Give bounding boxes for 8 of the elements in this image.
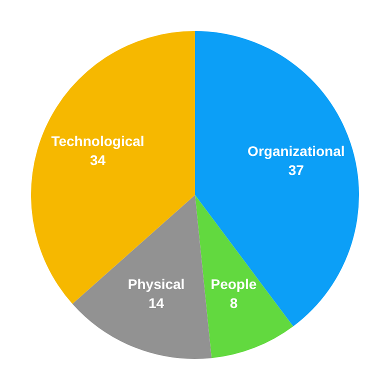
data-label: 8	[230, 295, 238, 312]
slice-label: Physical	[128, 276, 185, 292]
slice-label: Technological	[51, 133, 144, 150]
slice-label: Organizational	[248, 143, 345, 160]
slice-label: People	[210, 276, 257, 292]
data-label: 37	[288, 162, 304, 178]
data-label: 34	[90, 152, 106, 168]
data-label: 14	[148, 295, 164, 312]
